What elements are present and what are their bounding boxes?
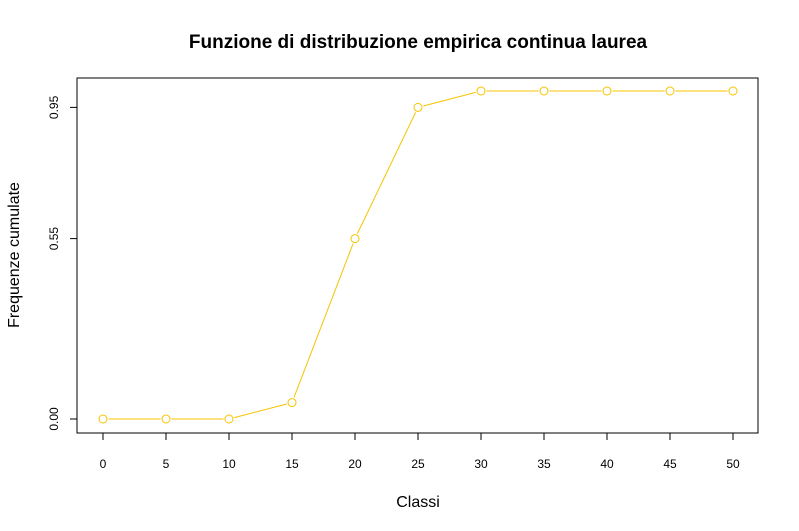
x-tick-label: 40 — [600, 457, 614, 471]
x-tick-label: 45 — [663, 457, 677, 471]
y-tick-label: 0.55 — [47, 227, 61, 251]
x-tick-label: 5 — [163, 457, 170, 471]
x-tick-label: 35 — [537, 457, 551, 471]
series-segment — [234, 403, 287, 419]
y-axis-label: Frequenze cumulate — [6, 182, 23, 328]
data-point — [539, 86, 549, 96]
y-axis: 0.00 0.55 0.95 — [47, 95, 78, 431]
series-segment — [293, 243, 354, 398]
x-tick-label: 10 — [222, 457, 236, 471]
data-point — [161, 414, 171, 424]
x-tick-label: 15 — [285, 457, 299, 471]
y-tick-label: 0.95 — [47, 95, 61, 119]
series-segment — [356, 112, 417, 234]
data-point — [224, 414, 234, 424]
series-line — [98, 86, 738, 424]
data-point — [98, 414, 108, 424]
data-point — [602, 86, 612, 96]
data-point — [287, 398, 297, 408]
data-point — [665, 86, 675, 96]
x-axis: 0 5 10 15 20 25 30 35 40 45 50 — [100, 432, 740, 471]
data-point — [413, 102, 423, 112]
x-tick-label: 20 — [348, 457, 362, 471]
y-tick-label: 0.00 — [47, 407, 61, 431]
data-point — [476, 86, 486, 96]
chart-title: Funzione di distribuzione empirica conti… — [189, 32, 648, 53]
data-point — [728, 86, 738, 96]
x-axis-label: Classi — [396, 494, 440, 511]
x-tick-label: 30 — [474, 457, 488, 471]
x-tick-label: 0 — [100, 457, 107, 471]
x-tick-label: 50 — [726, 457, 740, 471]
x-tick-label: 25 — [411, 457, 425, 471]
data-point — [350, 234, 360, 244]
series-segment — [423, 91, 476, 107]
plot-frame — [76, 77, 759, 434]
